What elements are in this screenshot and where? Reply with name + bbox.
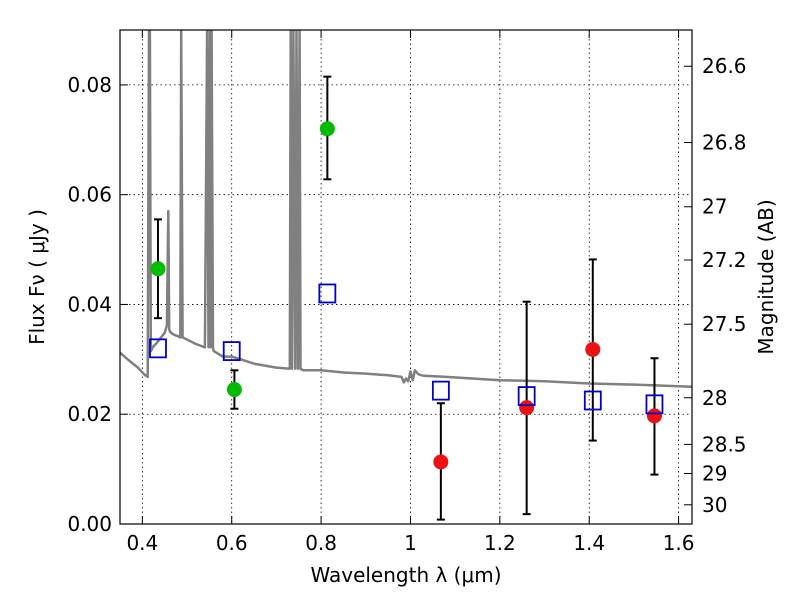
y2-tick-label: 30 — [702, 493, 727, 517]
data-point — [646, 408, 662, 424]
y-tick-label: 0.06 — [67, 183, 112, 207]
model-point — [318, 283, 337, 304]
data-point — [150, 261, 166, 277]
plot-frame — [119, 29, 693, 525]
data-point — [319, 121, 335, 137]
model-point — [583, 390, 602, 411]
tick-labels: 0.4 0.6 0.8 1 1.2 1.4 1.6 0.00 0.02 0.04 0.06 0.08 2… — [67, 54, 746, 555]
axis-ticks — [120, 30, 692, 525]
y2-tick-label: 26.6 — [702, 54, 747, 78]
model-point — [517, 386, 536, 407]
data-markers — [149, 121, 664, 470]
data-point — [585, 341, 601, 357]
x-axis-label: Wavelength λ (μm) — [310, 563, 501, 587]
data-point — [519, 400, 535, 416]
y-tick-label: 0.00 — [67, 512, 112, 536]
x-tick-label: 0.4 — [126, 531, 158, 555]
spectrum-line — [120, 30, 692, 389]
y-tick-label: 0.04 — [67, 292, 112, 316]
model-point — [222, 341, 241, 362]
x-tick-label: 1.2 — [484, 531, 516, 555]
y2-tick-label: 26.8 — [702, 131, 747, 155]
y2-axis-label: Magnitude (AB) — [754, 199, 778, 354]
data-point — [433, 454, 449, 470]
model-point — [645, 394, 664, 415]
y-axis-label: Flux Fν ( μJy ) — [25, 209, 49, 345]
x-tick-label: 1 — [404, 531, 417, 555]
y-tick-label: 0.08 — [67, 73, 112, 97]
y2-tick-label: 27.2 — [702, 248, 747, 272]
data-point — [226, 382, 242, 398]
y2-tick-label: 28.5 — [702, 432, 747, 456]
y2-tick-label: 29 — [702, 462, 727, 486]
model-point — [431, 380, 450, 401]
x-tick-label: 1.4 — [573, 531, 605, 555]
y2-tick-label: 27.5 — [702, 312, 747, 336]
model-spectrum — [120, 30, 692, 389]
x-tick-label: 1.6 — [663, 531, 695, 555]
model-point — [149, 338, 167, 359]
y-tick-label: 0.02 — [67, 402, 112, 426]
x-tick-label: 0.6 — [216, 531, 248, 555]
x-tick-label: 0.8 — [305, 531, 337, 555]
y2-tick-label: 27 — [702, 195, 727, 219]
y2-tick-label: 28 — [702, 386, 727, 410]
